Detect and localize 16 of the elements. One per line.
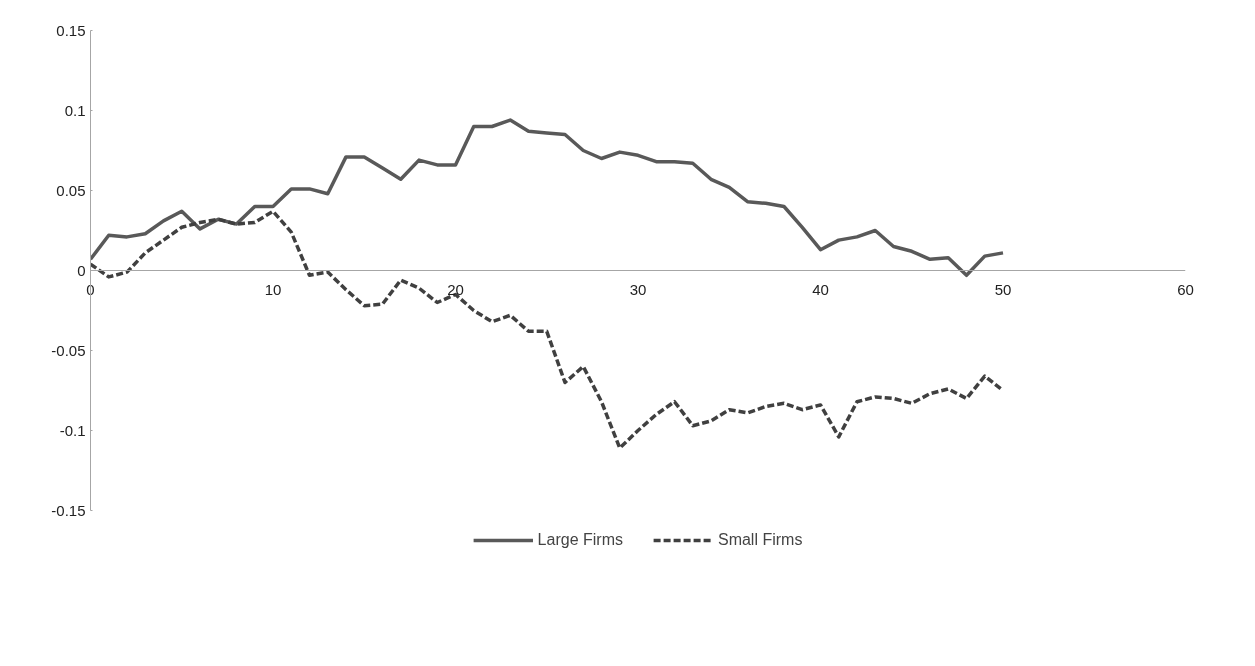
y-tick-label: 0.1 [64,101,86,119]
x-tick-label: 60 [1177,280,1194,298]
x-tick-label: 30 [629,280,647,298]
y-tick-label: -0.15 [51,501,86,519]
line-series [90,118,1005,278]
y-tick-label: -0.05 [51,341,86,359]
y-tick-label: 0.05 [56,181,86,199]
y-tick-label: -0.1 [59,421,86,439]
legend-label: Small Firms [717,531,803,549]
y-tick-label: 0 [77,261,86,279]
x-tick-label: 20 [447,280,464,298]
y-tick-label: 0.15 [56,21,86,39]
x-tick-label: 40 [812,280,829,298]
x-tick-label: 10 [264,280,282,298]
x-tick-label: 50 [994,280,1012,298]
legend-label: Large Firms [537,531,623,549]
